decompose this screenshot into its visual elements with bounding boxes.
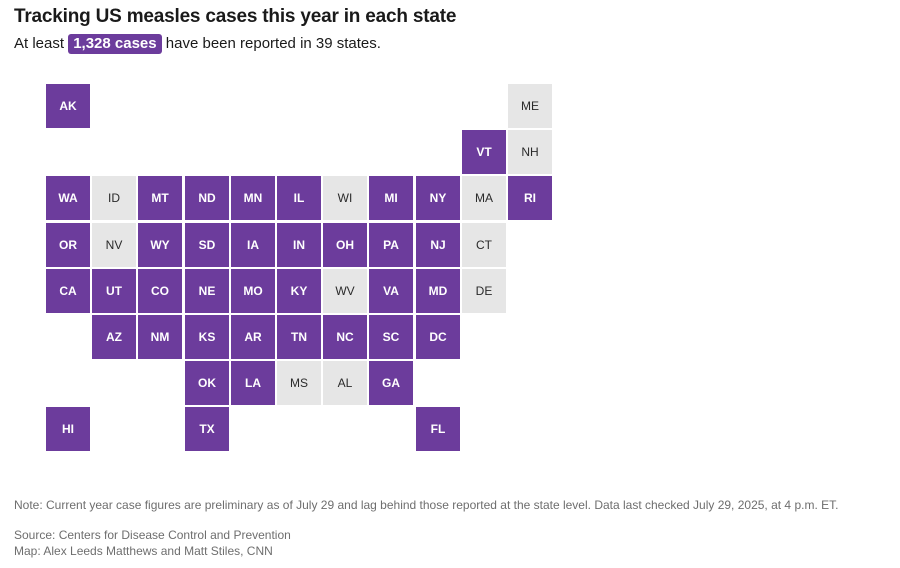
subtitle-prefix: At least <box>14 35 65 52</box>
state-tile-dc[interactable]: DC <box>416 315 460 359</box>
state-tile-ms[interactable]: MS <box>277 361 321 405</box>
state-tile-va[interactable]: VA <box>369 269 413 313</box>
source-line: Source: Centers for Disease Control and … <box>14 528 291 542</box>
state-tile-wv[interactable]: WV <box>323 269 367 313</box>
credit-line: Map: Alex Leeds Matthews and Matt Stiles… <box>14 544 273 558</box>
state-tile-ar[interactable]: AR <box>231 315 275 359</box>
state-tile-me[interactable]: ME <box>508 84 552 128</box>
state-tile-map: AK ME VT NH WA ID MT ND MN IL WI MI NY MA RI OR NV WY SD IA… <box>46 84 552 451</box>
state-tile-ca[interactable]: CA <box>46 269 90 313</box>
subtitle-suffix: have been reported in 39 states. <box>165 35 381 52</box>
state-tile-ky[interactable]: KY <box>277 269 321 313</box>
state-tile-az[interactable]: AZ <box>92 315 136 359</box>
state-tile-de[interactable]: DE <box>462 269 506 313</box>
state-tile-il[interactable]: IL <box>277 176 321 220</box>
state-tile-ga[interactable]: GA <box>369 361 413 405</box>
state-tile-md[interactable]: MD <box>416 269 460 313</box>
state-tile-ny[interactable]: NY <box>416 176 460 220</box>
state-tile-wi[interactable]: WI <box>323 176 367 220</box>
state-tile-mt[interactable]: MT <box>138 176 182 220</box>
state-tile-la[interactable]: LA <box>231 361 275 405</box>
state-tile-pa[interactable]: PA <box>369 223 413 267</box>
state-tile-nv[interactable]: NV <box>92 223 136 267</box>
state-tile-ne[interactable]: NE <box>185 269 229 313</box>
footnote: Note: Current year case figures are prel… <box>14 498 839 512</box>
state-tile-nh[interactable]: NH <box>508 130 552 174</box>
state-tile-oh[interactable]: OH <box>323 223 367 267</box>
state-tile-ks[interactable]: KS <box>185 315 229 359</box>
state-tile-nc[interactable]: NC <box>323 315 367 359</box>
state-tile-sc[interactable]: SC <box>369 315 413 359</box>
state-tile-nj[interactable]: NJ <box>416 223 460 267</box>
state-tile-nm[interactable]: NM <box>138 315 182 359</box>
state-tile-sd[interactable]: SD <box>185 223 229 267</box>
state-tile-id[interactable]: ID <box>92 176 136 220</box>
state-tile-ma[interactable]: MA <box>462 176 506 220</box>
source-block: Source: Centers for Disease Control and … <box>14 527 291 559</box>
state-tile-mi[interactable]: MI <box>369 176 413 220</box>
state-tile-nd[interactable]: ND <box>185 176 229 220</box>
state-tile-fl[interactable]: FL <box>416 407 460 451</box>
state-tile-wy[interactable]: WY <box>138 223 182 267</box>
state-tile-ok[interactable]: OK <box>185 361 229 405</box>
state-tile-wa[interactable]: WA <box>46 176 90 220</box>
state-tile-ct[interactable]: CT <box>462 223 506 267</box>
state-tile-ia[interactable]: IA <box>231 223 275 267</box>
case-count-badge: 1,328 cases <box>68 34 162 54</box>
state-tile-mo[interactable]: MO <box>231 269 275 313</box>
state-tile-ri[interactable]: RI <box>508 176 552 220</box>
state-tile-ut[interactable]: UT <box>92 269 136 313</box>
state-tile-hi[interactable]: HI <box>46 407 90 451</box>
page-title: Tracking US measles cases this year in e… <box>14 6 457 27</box>
state-tile-co[interactable]: CO <box>138 269 182 313</box>
state-tile-tx[interactable]: TX <box>185 407 229 451</box>
state-tile-vt[interactable]: VT <box>462 130 506 174</box>
state-tile-or[interactable]: OR <box>46 223 90 267</box>
state-tile-al[interactable]: AL <box>323 361 367 405</box>
state-tile-in[interactable]: IN <box>277 223 321 267</box>
state-tile-mn[interactable]: MN <box>231 176 275 220</box>
state-tile-tn[interactable]: TN <box>277 315 321 359</box>
state-tile-ak[interactable]: AK <box>46 84 90 128</box>
subtitle: At least 1,328 cases have been reported … <box>14 34 381 54</box>
